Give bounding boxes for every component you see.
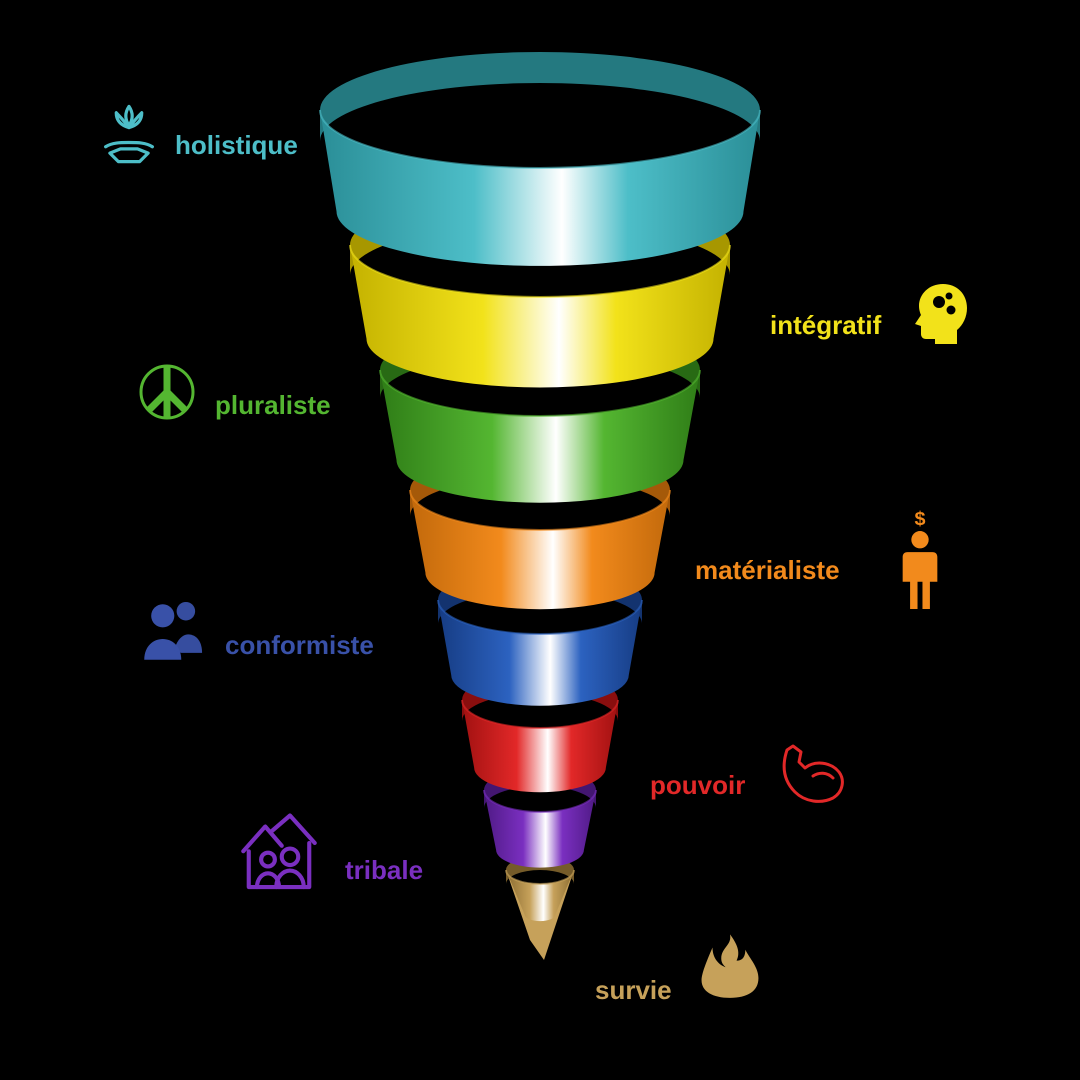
label-holistique: holistique xyxy=(175,130,298,161)
diagram-stage: holistique intégratif pluraliste $ matér… xyxy=(0,0,1080,1080)
label-materialiste: matérialiste xyxy=(695,555,840,586)
label-tribale: tribale xyxy=(345,855,423,886)
head-gears-icon xyxy=(905,280,969,344)
people-icon xyxy=(135,595,209,669)
label-pouvoir: pouvoir xyxy=(650,770,745,801)
label-conformiste: conformiste xyxy=(225,630,374,661)
label-integratif: intégratif xyxy=(770,310,881,341)
label-survie: survie xyxy=(595,975,672,1006)
svg-text:$: $ xyxy=(914,510,925,530)
label-pluraliste: pluraliste xyxy=(215,390,331,421)
peace-icon xyxy=(135,360,199,424)
lotus-hand-icon xyxy=(95,100,163,168)
family-house-icon xyxy=(235,810,323,898)
person-dollar-icon: $ xyxy=(880,510,960,614)
fire-icon xyxy=(695,930,765,1000)
muscle-icon xyxy=(775,740,855,804)
